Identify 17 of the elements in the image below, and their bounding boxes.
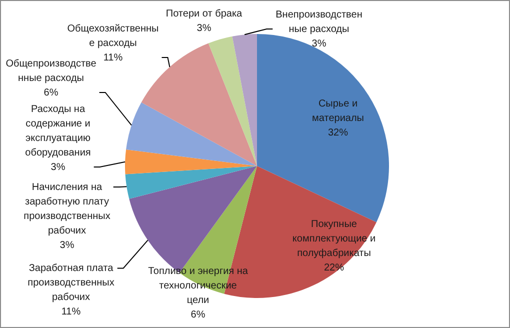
data-label: 32% [328, 127, 348, 138]
slice-label: Потери от брака [166, 8, 243, 20]
data-label: 11% [103, 52, 123, 64]
slice-label: Общепроизводственные расходы [6, 58, 97, 84]
data-label: 3% [312, 38, 326, 50]
data-label: 3% [196, 23, 212, 34]
slice-label: Заработная плата производственных рабочих [28, 263, 114, 303]
slice-label: Общехозяйственные расходы [67, 23, 159, 49]
data-label: 6% [190, 310, 206, 320]
slice-label: Начисления на заработную плату производственных рабочих [24, 182, 110, 236]
data-label: 3% [60, 240, 74, 251]
data-label: 11% [61, 306, 81, 318]
slice-label: Расходы на содержание и эксплуатацию оборудования [25, 104, 91, 158]
slice-label: Сырье и материалы [312, 98, 364, 124]
data-label: 6% [44, 87, 58, 98]
slice-label: Внепроизводственные расходы [276, 9, 362, 35]
data-label: 3% [50, 162, 66, 173]
